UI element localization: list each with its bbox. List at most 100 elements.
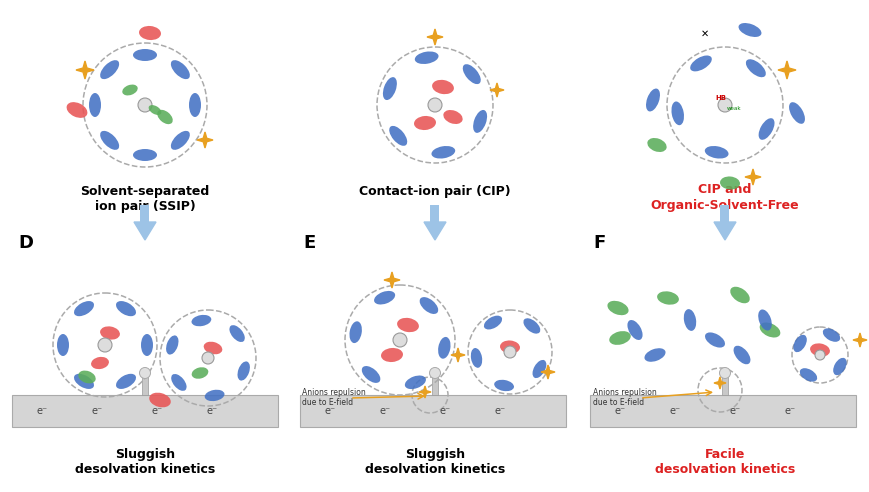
Polygon shape bbox=[713, 377, 725, 389]
Ellipse shape bbox=[237, 362, 249, 381]
Ellipse shape bbox=[473, 110, 487, 133]
Ellipse shape bbox=[116, 301, 136, 316]
Ellipse shape bbox=[229, 325, 244, 342]
Ellipse shape bbox=[745, 59, 765, 77]
Text: e⁻: e⁻ bbox=[91, 406, 103, 416]
Ellipse shape bbox=[532, 360, 546, 378]
Ellipse shape bbox=[414, 116, 435, 130]
Ellipse shape bbox=[671, 101, 683, 125]
Bar bbox=[142, 373, 148, 395]
Text: Organic-Solvent-Free: Organic-Solvent-Free bbox=[650, 199, 799, 212]
Bar bbox=[12, 395, 278, 427]
Text: e⁻: e⁻ bbox=[379, 406, 390, 416]
Text: F: F bbox=[593, 234, 605, 252]
Ellipse shape bbox=[822, 328, 839, 342]
Text: Sluggish
desolvation kinetics: Sluggish desolvation kinetics bbox=[75, 448, 215, 476]
Text: e⁻: e⁻ bbox=[151, 406, 163, 416]
Polygon shape bbox=[423, 222, 446, 240]
Ellipse shape bbox=[170, 60, 189, 79]
Ellipse shape bbox=[809, 343, 829, 357]
Ellipse shape bbox=[644, 348, 665, 362]
Polygon shape bbox=[489, 83, 503, 97]
Ellipse shape bbox=[74, 301, 94, 316]
Ellipse shape bbox=[362, 366, 380, 383]
Bar bbox=[720, 205, 729, 222]
Circle shape bbox=[814, 350, 824, 360]
Ellipse shape bbox=[470, 348, 481, 368]
Ellipse shape bbox=[382, 77, 396, 100]
Ellipse shape bbox=[89, 93, 101, 117]
Ellipse shape bbox=[388, 126, 407, 146]
Ellipse shape bbox=[788, 102, 804, 124]
Ellipse shape bbox=[438, 337, 450, 359]
Text: e⁻: e⁻ bbox=[324, 406, 335, 416]
Ellipse shape bbox=[381, 348, 402, 362]
Polygon shape bbox=[427, 29, 442, 45]
Text: e⁻: e⁻ bbox=[206, 406, 217, 416]
Circle shape bbox=[393, 333, 407, 347]
Circle shape bbox=[717, 98, 731, 112]
Text: Facile
desolvation kinetics: Facile desolvation kinetics bbox=[654, 448, 794, 476]
Ellipse shape bbox=[349, 321, 362, 343]
Ellipse shape bbox=[462, 64, 481, 84]
Polygon shape bbox=[744, 169, 760, 185]
Ellipse shape bbox=[139, 26, 161, 40]
Ellipse shape bbox=[396, 318, 418, 332]
Circle shape bbox=[429, 368, 440, 378]
Polygon shape bbox=[76, 61, 94, 79]
Ellipse shape bbox=[404, 375, 426, 389]
Circle shape bbox=[138, 98, 152, 112]
Text: Anions repulsion
due to E-field: Anions repulsion due to E-field bbox=[302, 388, 365, 407]
Text: Anions repulsion
due to E-field: Anions repulsion due to E-field bbox=[593, 388, 656, 407]
Text: Solvent-separated
ion pair (SSIP): Solvent-separated ion pair (SSIP) bbox=[80, 185, 209, 213]
Text: e⁻: e⁻ bbox=[728, 406, 740, 416]
Polygon shape bbox=[777, 61, 795, 79]
Text: Sluggish
desolvation kinetics: Sluggish desolvation kinetics bbox=[364, 448, 505, 476]
Text: e⁻: e⁻ bbox=[439, 406, 450, 416]
Ellipse shape bbox=[833, 358, 846, 375]
Text: e⁻: e⁻ bbox=[614, 406, 625, 416]
Ellipse shape bbox=[656, 291, 678, 305]
Ellipse shape bbox=[191, 367, 208, 379]
Ellipse shape bbox=[523, 318, 540, 334]
Ellipse shape bbox=[203, 342, 222, 354]
Bar bbox=[589, 395, 855, 427]
Circle shape bbox=[428, 98, 441, 112]
Ellipse shape bbox=[646, 89, 660, 112]
Ellipse shape bbox=[627, 320, 642, 340]
Ellipse shape bbox=[500, 340, 520, 354]
Ellipse shape bbox=[149, 393, 170, 407]
Text: e⁻: e⁻ bbox=[36, 406, 48, 416]
Ellipse shape bbox=[100, 131, 119, 150]
Ellipse shape bbox=[57, 334, 69, 356]
Text: weak: weak bbox=[726, 106, 740, 111]
Circle shape bbox=[719, 368, 730, 378]
Ellipse shape bbox=[793, 335, 806, 352]
Text: e⁻: e⁻ bbox=[784, 406, 794, 416]
Text: Contact-ion pair (CIP): Contact-ion pair (CIP) bbox=[359, 185, 510, 198]
Ellipse shape bbox=[738, 23, 760, 37]
Ellipse shape bbox=[758, 118, 773, 140]
Ellipse shape bbox=[100, 60, 119, 79]
Ellipse shape bbox=[720, 177, 740, 189]
Polygon shape bbox=[713, 222, 735, 240]
Polygon shape bbox=[541, 365, 554, 379]
Ellipse shape bbox=[758, 309, 771, 331]
Polygon shape bbox=[383, 272, 400, 288]
Ellipse shape bbox=[607, 301, 627, 315]
Ellipse shape bbox=[689, 56, 711, 71]
Ellipse shape bbox=[494, 380, 514, 391]
Ellipse shape bbox=[608, 331, 630, 345]
Ellipse shape bbox=[189, 93, 201, 117]
Ellipse shape bbox=[415, 52, 438, 64]
Circle shape bbox=[98, 338, 112, 352]
Ellipse shape bbox=[204, 390, 224, 401]
Ellipse shape bbox=[149, 105, 161, 115]
Bar bbox=[721, 373, 727, 395]
Ellipse shape bbox=[133, 49, 156, 61]
Circle shape bbox=[503, 346, 515, 358]
Text: CIP and: CIP and bbox=[698, 183, 751, 196]
Ellipse shape bbox=[431, 146, 454, 158]
Text: e⁻: e⁻ bbox=[494, 406, 505, 416]
Ellipse shape bbox=[647, 138, 666, 152]
